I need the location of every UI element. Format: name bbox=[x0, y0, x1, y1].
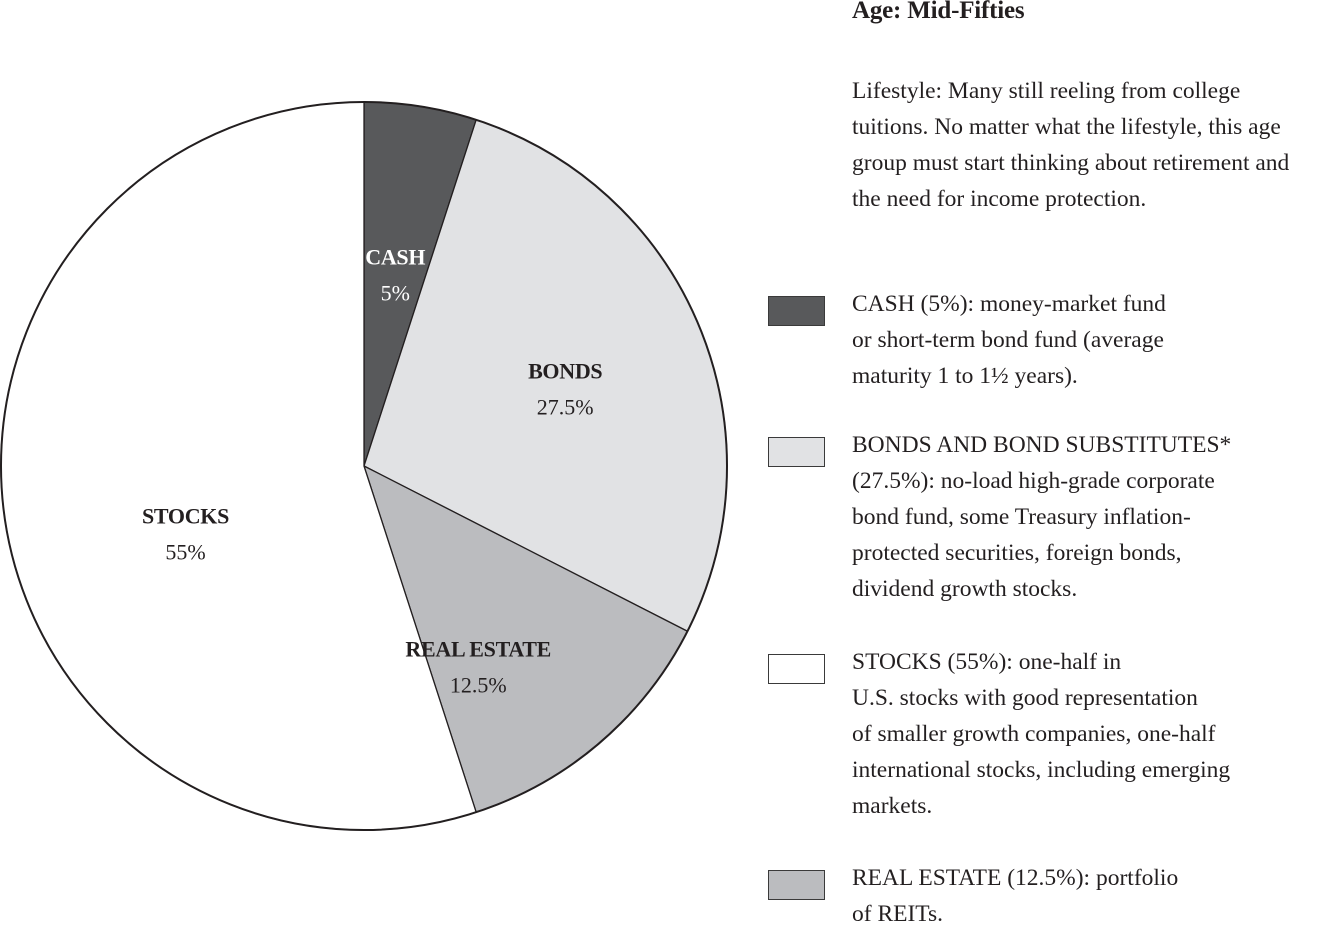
page-title: Age: Mid-Fifties bbox=[852, 0, 1025, 24]
legend-swatch-cash bbox=[768, 296, 825, 326]
legend-swatch-real-estate bbox=[768, 870, 825, 900]
slice-label-cash: CASH bbox=[365, 244, 425, 269]
slice-label-real-estate: REAL ESTATE bbox=[405, 636, 551, 661]
slice-label-stocks: STOCKS bbox=[142, 504, 229, 529]
slice-value-cash: 5% bbox=[381, 280, 410, 305]
legend-text-cash: CASH (5%): money-market fund or short-te… bbox=[852, 291, 1166, 389]
slice-value-real-estate: 12.5% bbox=[450, 672, 507, 697]
slice-value-bonds: 27.5% bbox=[537, 394, 594, 419]
legend-text-bonds: BONDS AND BOND SUBSTITUTES* (27.5%): no-… bbox=[852, 432, 1232, 602]
legend-text-stocks: STOCKS (55%): one-half in U.S. stocks wi… bbox=[852, 649, 1231, 819]
legend-swatch-stocks bbox=[768, 654, 825, 684]
slice-label-bonds: BONDS bbox=[528, 358, 602, 383]
slice-value-stocks: 55% bbox=[165, 540, 205, 565]
pie-outline bbox=[0, 101, 728, 831]
legend-text-real-estate: REAL ESTATE (12.5%): portfolio of REITs. bbox=[852, 865, 1179, 927]
allocation-pie-chart: CASH 5% BONDS 27.5% REAL ESTATE 12.5% STOCKS 55… bbox=[0, 101, 728, 831]
lifestyle-description: Lifestyle: Many still reeling from colle… bbox=[852, 78, 1290, 212]
legend-swatch-bonds bbox=[768, 437, 825, 467]
